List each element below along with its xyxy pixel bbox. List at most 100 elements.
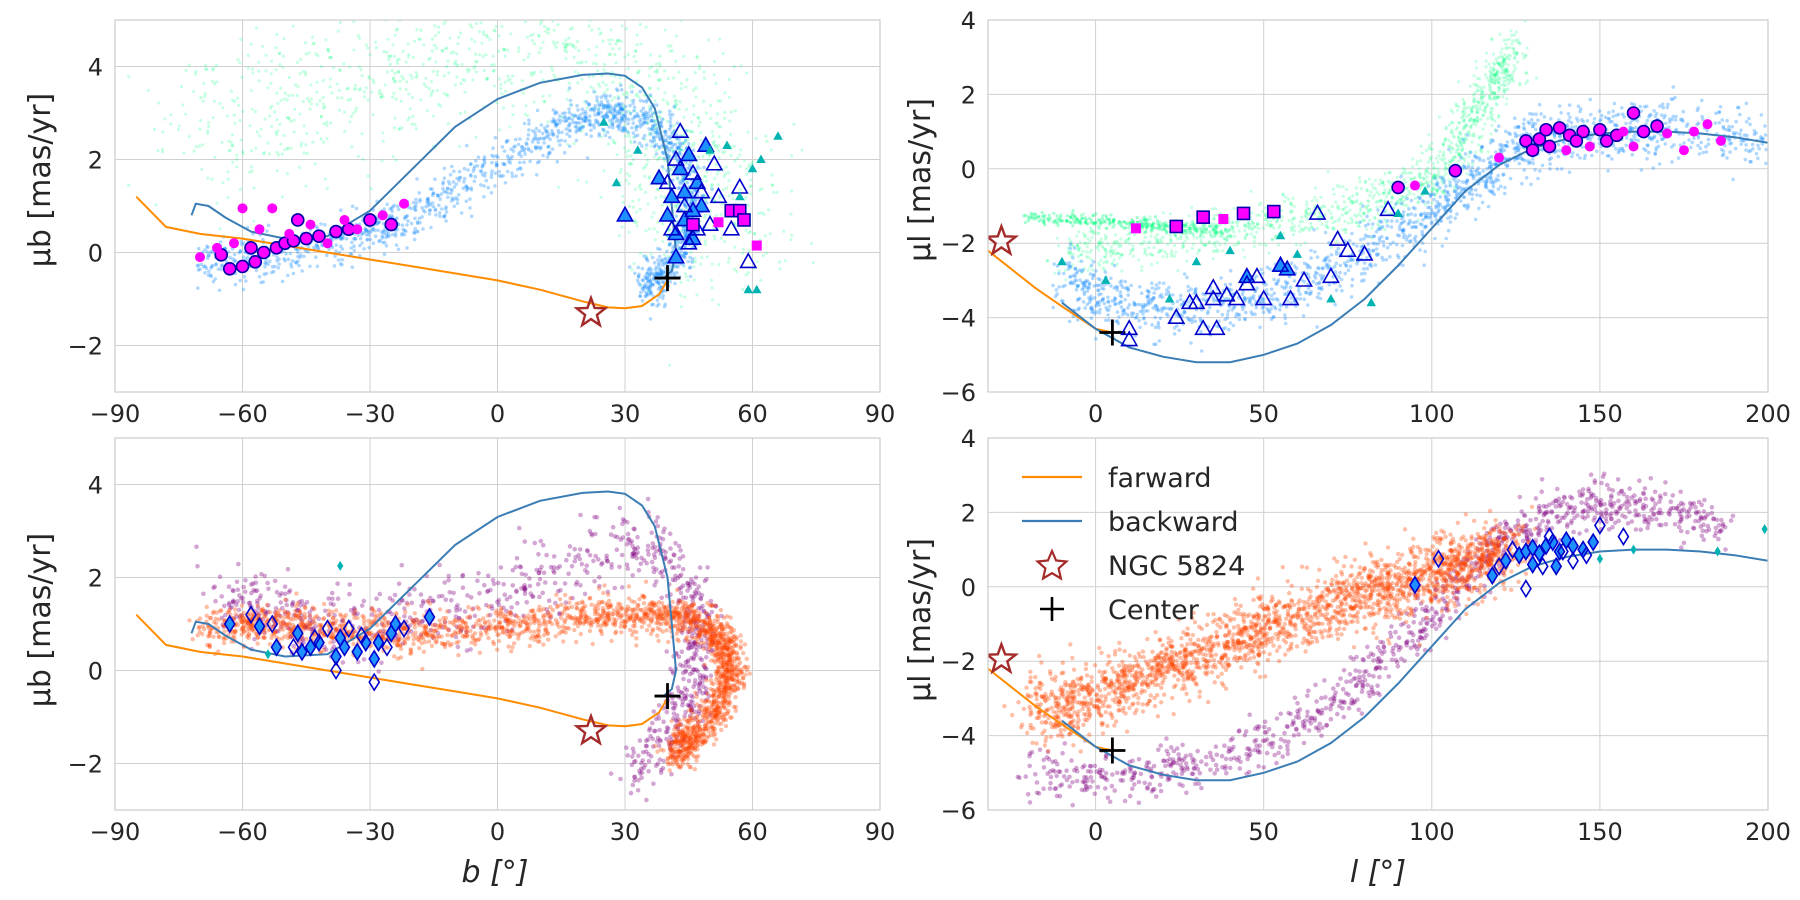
cloud-point (1405, 193, 1409, 197)
cloud-point (593, 113, 597, 117)
cloud-point (455, 201, 460, 205)
cloud-point (1523, 20, 1527, 23)
cloud-point (1483, 94, 1487, 98)
cloud-point (1450, 128, 1454, 132)
cloud-point (1092, 296, 1097, 300)
cloud-point (1042, 218, 1046, 222)
cloud-point (296, 254, 300, 259)
cloud-point (464, 184, 468, 188)
cloud-point (748, 230, 752, 234)
cloud-point (1504, 79, 1508, 83)
cloud-point (1487, 62, 1491, 66)
cloud-point (1343, 227, 1347, 232)
cloud-point (652, 211, 656, 215)
cloud-point (1083, 220, 1087, 224)
cloud-point (732, 144, 737, 148)
cloud-point (1425, 181, 1429, 185)
cloud-point (440, 49, 445, 53)
cloud-point (417, 37, 421, 41)
cloud-point (1209, 221, 1213, 225)
cloud-point (1488, 74, 1492, 78)
cloud-point (206, 176, 210, 180)
cloud-point (653, 238, 657, 242)
cloud-point (526, 55, 530, 59)
cloud-point (711, 134, 715, 138)
cloud-point (426, 203, 431, 208)
cloud-point (647, 74, 651, 78)
cloud-point (633, 134, 638, 138)
cloud-point (597, 107, 601, 111)
cloud-point (1222, 237, 1226, 241)
cloud-point (575, 40, 579, 44)
cloud-point (260, 44, 265, 48)
cloud-point (718, 37, 722, 41)
cloud-point (1270, 223, 1274, 227)
cloud-point (587, 24, 591, 28)
cloud-point (215, 80, 219, 84)
cloud-point (1692, 136, 1696, 140)
cloud-point (1319, 195, 1323, 199)
cloud-point (286, 257, 291, 262)
cloud-point (312, 245, 316, 249)
grid-top-left (114, 20, 881, 392)
cloud-point (1378, 238, 1382, 243)
cloud-point (1505, 97, 1509, 101)
cloud-point (378, 95, 383, 99)
cloud-point (1211, 227, 1215, 231)
cloud-point (1146, 289, 1151, 294)
cloud-point (489, 1, 492, 4)
cloud-point (1335, 240, 1339, 244)
cloud-point (520, 145, 524, 149)
cloud-point (428, 187, 433, 191)
cloud-point (458, 31, 463, 35)
cloud-point (659, 271, 664, 276)
cloud-point (631, 101, 635, 106)
cloud-point (1578, 107, 1583, 111)
cloud-point (1077, 230, 1081, 234)
cloud-point (1227, 221, 1232, 225)
cloud-point (387, 58, 391, 62)
cloud-point (650, 255, 655, 260)
cloud-point (681, 263, 686, 267)
cloud-point (266, 86, 270, 90)
cloud-point (568, 103, 572, 107)
cloud-point (1344, 211, 1348, 215)
cloud-point (1111, 251, 1115, 256)
cloud-point (643, 274, 647, 279)
cloud-point (1326, 169, 1330, 174)
cloud-point (1150, 253, 1154, 257)
cloud-point (430, 91, 434, 95)
cloud-point (1033, 215, 1037, 219)
cloud-point (770, 183, 775, 187)
cloud-point (314, 224, 319, 229)
cloud-point (1351, 194, 1355, 198)
cloud-point (662, 156, 667, 161)
cloud-point (760, 211, 764, 215)
cloud-point (1480, 92, 1484, 96)
cloud-point (537, 13, 540, 16)
cloud-point (1344, 187, 1349, 192)
cloud-point (683, 235, 687, 239)
cloud-point (236, 103, 241, 108)
cloud-point (1386, 179, 1390, 183)
cloud-point (1165, 224, 1169, 228)
cloud-point (717, 135, 721, 139)
cloud-point (465, 143, 469, 148)
cloud-point (658, 64, 662, 68)
frame-top-left (114, 19, 881, 393)
cloud-point (684, 138, 688, 142)
cloud-point (644, 257, 649, 261)
cloud-point (683, 231, 687, 236)
cloud-point (536, 15, 539, 18)
cloud-point (635, 43, 639, 47)
cloud-point (1464, 124, 1469, 128)
cloud-point (556, 131, 561, 135)
cloud-point (647, 284, 651, 288)
cloud-point (1426, 182, 1430, 186)
cloud-point (660, 164, 665, 169)
cloud-point (248, 124, 252, 128)
cloud-point (1435, 175, 1439, 179)
cloud-point (1082, 267, 1086, 271)
cloud-point (1325, 225, 1329, 229)
cloud-point (631, 205, 636, 209)
